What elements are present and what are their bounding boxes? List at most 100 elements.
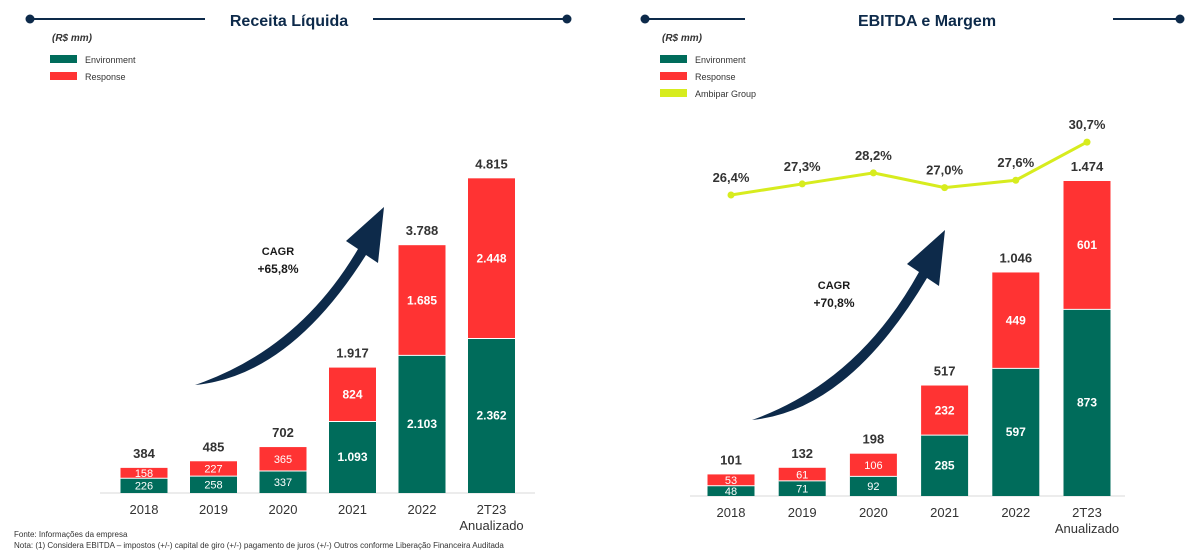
label-total-1-4: 1.046 [1000, 250, 1033, 265]
label-response-1-2: 106 [864, 460, 882, 472]
label-environment-1-0: 48 [725, 486, 737, 498]
x-tick-1-4: 2022 [1001, 505, 1030, 520]
x-tick-0-4: 2022 [408, 502, 437, 517]
label-total-1-2: 198 [863, 432, 885, 447]
bar-environment-0-4 [398, 355, 446, 493]
margin-point-0 [727, 191, 735, 199]
label-environment-1-5: 873 [1077, 396, 1097, 410]
bar-response-1-4 [992, 272, 1040, 369]
label-response-0-1: 227 [204, 464, 222, 476]
margin-label-2: 28,2% [855, 148, 892, 163]
title-rule-dot-right-1 [1175, 14, 1185, 24]
legend-label-1-2: Ambipar Group [695, 89, 756, 99]
label-total-1-1: 132 [791, 446, 813, 461]
cagr-title-1: CAGR [818, 280, 850, 292]
label-environment-1-1: 71 [796, 483, 808, 495]
x-tick-0-0: 2018 [130, 502, 159, 517]
margin-label-1: 27,3% [784, 159, 821, 174]
label-total-1-3: 517 [934, 364, 956, 379]
title-rule-dot-left-0 [25, 14, 35, 24]
bar-environment-0-1 [190, 476, 237, 493]
unit-label-1: (R$ mm) [662, 33, 703, 44]
footnote-note: Nota: (1) Considera EBITDA – impostos (+… [14, 541, 504, 550]
margin-label-4: 27,6% [997, 155, 1034, 170]
margin-point-4 [1012, 176, 1020, 184]
bar-response-0-4 [398, 245, 446, 356]
margin-point-1 [798, 180, 806, 188]
margin-label-0: 26,4% [713, 170, 750, 185]
label-total-0-2: 702 [272, 425, 294, 440]
margin-label-3: 27,0% [926, 163, 963, 178]
bar-response-0-2 [259, 447, 307, 471]
label-response-1-3: 232 [935, 403, 955, 417]
label-environment-0-5: 2.362 [476, 409, 506, 423]
cagr-title-0: CAGR [262, 246, 294, 258]
label-response-0-2: 365 [274, 454, 292, 466]
growth-arrow-0 [195, 207, 384, 385]
bar-environment-1-1 [778, 480, 826, 496]
label-total-0-5: 4.815 [475, 156, 508, 171]
bar-environment-1-2 [849, 476, 897, 496]
unit-label-0: (R$ mm) [52, 33, 93, 44]
cagr-value-0: +65,8% [257, 262, 298, 276]
margin-point-2 [869, 169, 877, 177]
margin-line [730, 140, 1088, 197]
bar-environment-1-4 [992, 368, 1040, 496]
label-total-0-4: 3.788 [406, 223, 439, 238]
margin-point-5 [1083, 138, 1091, 146]
label-response-0-5: 2.448 [476, 251, 506, 265]
label-response-0-0: 158 [135, 468, 153, 480]
bar-response-0-5 [468, 178, 515, 339]
legend-swatch-1-0 [660, 55, 687, 63]
legend-swatch-0-1 [50, 72, 77, 80]
bar-response-1-1 [778, 467, 826, 481]
chart-title-0: Receita Líquida [230, 13, 348, 30]
label-total-0-0: 384 [133, 446, 155, 461]
label-response-0-4: 1.685 [407, 293, 437, 307]
label-environment-1-3: 285 [935, 459, 955, 473]
label-environment-0-2: 337 [274, 477, 292, 489]
x-tick-1-2: 2020 [859, 505, 888, 520]
title-rule-dot-left-1 [640, 14, 650, 24]
x-tick-0-5: 2T23 [477, 502, 507, 517]
bar-environment-1-3 [921, 435, 969, 496]
x-tick-1-0: 2018 [717, 505, 746, 520]
bar-response-0-3 [329, 367, 376, 422]
bar-response-0-1 [190, 461, 237, 477]
x-tick-1-5: 2T23 [1072, 505, 1102, 520]
chart-title-1: EBITDA e Margem [858, 13, 996, 30]
label-response-0-3: 824 [342, 388, 362, 402]
bar-response-0-0 [120, 467, 168, 479]
legend-swatch-1-2 [660, 89, 687, 97]
legend-swatch-0-0 [50, 55, 77, 63]
bar-response-1-0 [707, 474, 755, 486]
bar-environment-0-0 [120, 478, 168, 493]
cagr-value-1: +70,8% [813, 296, 854, 310]
label-environment-1-2: 92 [867, 481, 879, 493]
label-response-1-5: 601 [1077, 238, 1097, 252]
x-tick-1-1: 2019 [788, 505, 817, 520]
title-rule-dot-right-0 [562, 14, 572, 24]
legend-label-1-1: Response [695, 72, 736, 82]
label-response-1-0: 53 [725, 475, 737, 487]
label-total-0-1: 485 [203, 439, 225, 454]
bar-response-1-5 [1063, 181, 1111, 310]
label-environment-1-4: 597 [1006, 425, 1026, 439]
legend-swatch-1-1 [660, 72, 687, 80]
label-total-1-0: 101 [720, 452, 742, 467]
label-environment-0-4: 2.103 [407, 417, 437, 431]
bar-environment-1-5 [1063, 309, 1111, 496]
legend-label-0-0: Environment [85, 55, 136, 65]
x-tick-1-3: 2021 [930, 505, 959, 520]
bar-response-1-2 [849, 453, 897, 477]
label-response-1-4: 449 [1006, 313, 1026, 327]
label-total-0-3: 1.917 [336, 346, 369, 361]
label-environment-0-1: 258 [204, 480, 222, 492]
label-environment-0-3: 1.093 [337, 450, 367, 464]
margin-point-3 [941, 184, 949, 192]
label-environment-0-0: 226 [135, 481, 153, 493]
bar-response-1-3 [921, 385, 969, 436]
legend-label-0-1: Response [85, 72, 126, 82]
label-response-1-1: 61 [796, 469, 808, 481]
